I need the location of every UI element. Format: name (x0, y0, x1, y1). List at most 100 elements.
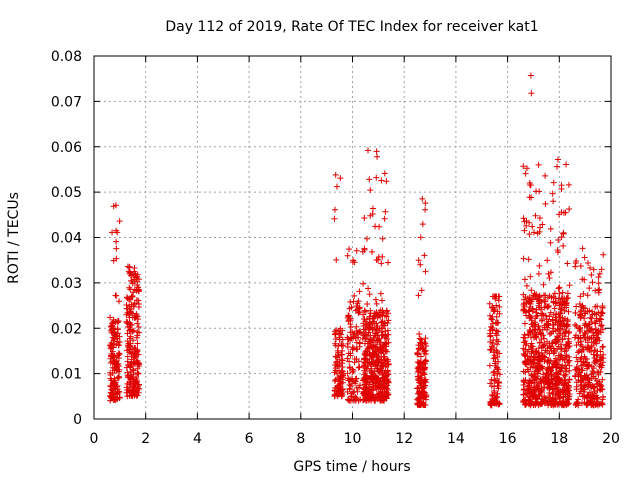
data-point (383, 386, 390, 393)
data-point (360, 385, 367, 392)
data-point (123, 318, 130, 325)
data-point (383, 373, 390, 380)
data-point (486, 362, 493, 369)
data-point (565, 330, 572, 337)
data-point (520, 215, 527, 222)
data-point (530, 229, 537, 236)
data-point (529, 386, 536, 393)
data-point (110, 318, 117, 325)
data-point (107, 345, 114, 352)
data-point (124, 358, 131, 365)
data-point (126, 264, 133, 271)
data-point (491, 368, 498, 375)
data-point (550, 179, 557, 186)
data-point (344, 370, 351, 377)
data-point (532, 395, 539, 402)
data-point (135, 324, 142, 331)
data-point (357, 329, 364, 336)
data-point (108, 323, 115, 330)
data-point (346, 358, 353, 365)
data-point (598, 316, 605, 323)
data-point (582, 320, 589, 327)
data-point (579, 343, 586, 350)
x-tick-label: 8 (296, 431, 305, 447)
data-point (108, 395, 115, 402)
data-point (112, 385, 119, 392)
data-point (572, 321, 579, 328)
data-point (542, 374, 549, 381)
data-point (494, 366, 501, 373)
data-point (554, 299, 561, 306)
y-tick-label: 0.06 (51, 140, 82, 156)
data-point (563, 368, 570, 375)
data-point (536, 214, 543, 221)
data-point (558, 352, 565, 359)
data-point (573, 383, 580, 390)
data-point (415, 377, 422, 384)
data-point (369, 205, 376, 212)
data-point (532, 401, 539, 408)
data-point (355, 298, 362, 305)
data-point (525, 346, 532, 353)
data-point (130, 358, 137, 365)
data-point (577, 262, 584, 269)
data-point (588, 326, 595, 333)
data-point (489, 324, 496, 331)
data-point (562, 345, 569, 352)
data-point (541, 296, 548, 303)
data-point (124, 386, 131, 393)
data-point (415, 369, 422, 376)
data-point (525, 256, 532, 263)
data-point (545, 302, 552, 309)
data-point (359, 248, 366, 255)
data-point (378, 347, 385, 354)
data-point (521, 386, 528, 393)
data-point (415, 257, 422, 264)
data-point (551, 305, 558, 312)
data-point (555, 156, 562, 163)
data-point (370, 371, 377, 378)
data-point (487, 339, 494, 346)
data-point (577, 382, 584, 389)
data-point (544, 348, 551, 355)
data-point (549, 316, 556, 323)
data-point (522, 342, 529, 349)
data-point (111, 331, 118, 338)
data-point (587, 393, 594, 400)
data-point (531, 292, 538, 299)
data-point (416, 360, 423, 367)
data-point (595, 398, 602, 405)
data-point (577, 324, 584, 331)
data-point (533, 348, 540, 355)
data-point (591, 399, 598, 406)
data-point (362, 374, 369, 381)
data-point (364, 345, 371, 352)
data-point (581, 399, 588, 406)
data-point (495, 380, 502, 387)
data-point (354, 346, 361, 353)
data-point (553, 384, 560, 391)
data-point (553, 374, 560, 381)
data-point (526, 328, 533, 335)
data-point (111, 365, 118, 372)
data-point (370, 350, 377, 357)
data-point (526, 394, 533, 401)
data-point (490, 305, 497, 312)
data-point (572, 263, 579, 270)
data-point (352, 378, 359, 385)
data-point (531, 321, 538, 328)
data-point (538, 386, 545, 393)
data-point (369, 386, 376, 393)
data-point (129, 337, 136, 344)
data-point (338, 331, 345, 338)
data-point (536, 300, 543, 307)
data-point (339, 386, 346, 393)
data-point (573, 401, 580, 408)
data-point (544, 357, 551, 364)
data-point (539, 221, 546, 228)
data-point (494, 375, 501, 382)
data-point (123, 384, 130, 391)
data-point (522, 293, 529, 300)
data-point (558, 234, 565, 241)
data-point (419, 339, 426, 346)
